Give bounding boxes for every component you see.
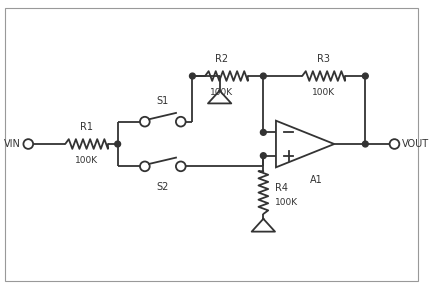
- Text: VOUT: VOUT: [402, 139, 430, 149]
- Text: R4: R4: [275, 183, 288, 193]
- Text: R1: R1: [80, 122, 93, 132]
- Circle shape: [260, 129, 266, 135]
- Text: VIN: VIN: [3, 139, 20, 149]
- Text: S1: S1: [157, 96, 169, 106]
- Text: 100K: 100K: [312, 88, 335, 97]
- Circle shape: [260, 73, 266, 79]
- Text: S2: S2: [157, 182, 169, 192]
- Circle shape: [190, 73, 195, 79]
- Text: A1: A1: [310, 175, 323, 185]
- Circle shape: [260, 153, 266, 159]
- Circle shape: [362, 73, 368, 79]
- Circle shape: [362, 141, 368, 147]
- Text: R3: R3: [317, 54, 330, 64]
- Text: 100K: 100K: [275, 198, 298, 207]
- Text: R2: R2: [215, 54, 228, 64]
- Text: 100K: 100K: [210, 88, 233, 97]
- Circle shape: [115, 141, 120, 147]
- Text: 100K: 100K: [75, 156, 98, 165]
